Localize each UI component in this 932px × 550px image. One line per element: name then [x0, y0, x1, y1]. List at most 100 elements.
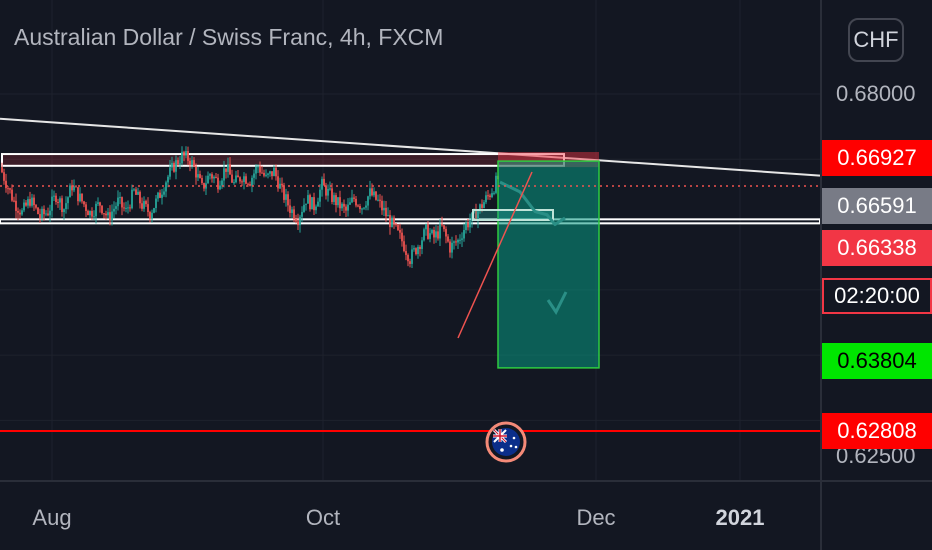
candle-body — [3, 172, 5, 181]
candle-body — [193, 160, 195, 167]
candle-body — [433, 229, 435, 238]
candle-body — [197, 174, 199, 178]
take-profit-price-label[interactable]: 0.63804 — [822, 343, 932, 379]
candle-body — [155, 198, 157, 209]
candle-body — [149, 212, 151, 219]
candle-body — [157, 192, 159, 199]
candle-body — [111, 211, 113, 221]
rising-trendline — [457, 171, 533, 339]
candle-body — [175, 160, 177, 172]
candle-body — [419, 246, 421, 249]
last-price-label[interactable]: 0.66591 — [822, 188, 932, 224]
candle-body — [409, 261, 411, 264]
candle-body — [315, 206, 317, 211]
candle-body — [59, 198, 61, 203]
candle-body — [107, 212, 109, 216]
candle-body — [49, 210, 51, 216]
candle-body — [325, 185, 327, 196]
candle-body — [487, 195, 489, 197]
candle-body — [163, 191, 165, 195]
candle-body — [323, 178, 325, 186]
candle-body — [267, 173, 269, 175]
candle-body — [71, 185, 73, 191]
candle-body — [221, 180, 223, 186]
candle-body — [441, 224, 443, 226]
candle-body — [327, 189, 329, 196]
candle-body — [227, 164, 229, 172]
candle-body — [85, 204, 87, 211]
candle-body — [249, 184, 251, 186]
candle-body — [311, 197, 313, 210]
candle-body — [121, 197, 123, 208]
candle-body — [1, 167, 3, 173]
projection-arrowhead — [546, 291, 568, 315]
candle-body — [277, 176, 279, 189]
candle-body — [173, 162, 175, 172]
candle-body — [153, 208, 155, 213]
candle-body — [337, 197, 339, 206]
candle-body — [363, 207, 365, 209]
candle-body — [83, 201, 85, 205]
candle-body — [343, 203, 345, 207]
current-price-label[interactable]: 0.66338 — [822, 230, 932, 266]
candle-body — [35, 205, 37, 208]
candle-body — [387, 215, 389, 217]
australia-flag-icon[interactable] — [485, 421, 527, 463]
candle-body — [285, 194, 287, 200]
candle-body — [109, 212, 111, 221]
candle-body — [243, 176, 245, 182]
candle-body — [271, 171, 273, 177]
candle-body — [7, 188, 9, 190]
candle-body — [319, 189, 321, 202]
candle-body — [333, 195, 335, 202]
candle-body — [259, 166, 261, 173]
candle-body — [417, 246, 419, 255]
candle-body — [435, 231, 437, 238]
candle-body — [261, 172, 263, 174]
candle-body — [369, 188, 371, 197]
candle-body — [455, 241, 457, 243]
candle-body — [143, 201, 145, 209]
chart-title: Australian Dollar / Swiss Franc, 4h, FXC… — [14, 24, 444, 50]
candle-body — [189, 160, 191, 165]
stop-loss-price-label[interactable]: 0.66927 — [822, 140, 932, 176]
candle-body — [93, 216, 95, 218]
candle-body — [217, 177, 219, 190]
candle-body — [17, 210, 19, 213]
candle-body — [365, 205, 367, 208]
candle-body — [201, 177, 203, 184]
candle-body — [391, 217, 393, 228]
candle-body — [55, 195, 57, 203]
candle-body — [389, 215, 391, 228]
candle-body — [239, 177, 241, 182]
candle-body — [247, 183, 249, 185]
candle-body — [141, 203, 143, 209]
support-price-label[interactable]: 0.62808 — [822, 413, 932, 449]
candle-body — [69, 185, 71, 198]
projection-path — [499, 180, 566, 227]
candle-body — [283, 185, 285, 200]
candle-body — [223, 168, 225, 181]
candle-body — [447, 236, 449, 242]
candle-body — [73, 186, 75, 191]
candle-body — [307, 195, 309, 204]
candle-body — [177, 160, 179, 165]
candle-body — [263, 172, 265, 176]
candle-body — [97, 202, 99, 204]
candle-body — [275, 167, 277, 177]
price-axis-divider — [820, 0, 822, 550]
price-tick: 0.68000 — [836, 81, 916, 106]
candle-body — [355, 198, 357, 206]
candle-body — [347, 204, 349, 211]
candle-body — [159, 192, 161, 198]
candle-body — [9, 188, 11, 190]
currency-button[interactable]: CHF — [848, 18, 904, 62]
candle-body — [145, 201, 147, 205]
candle-body — [213, 176, 215, 179]
candle-body — [129, 207, 131, 209]
candle-body — [359, 206, 361, 210]
candle-body — [167, 176, 169, 183]
candle-body — [291, 209, 293, 213]
candle-body — [373, 191, 375, 196]
